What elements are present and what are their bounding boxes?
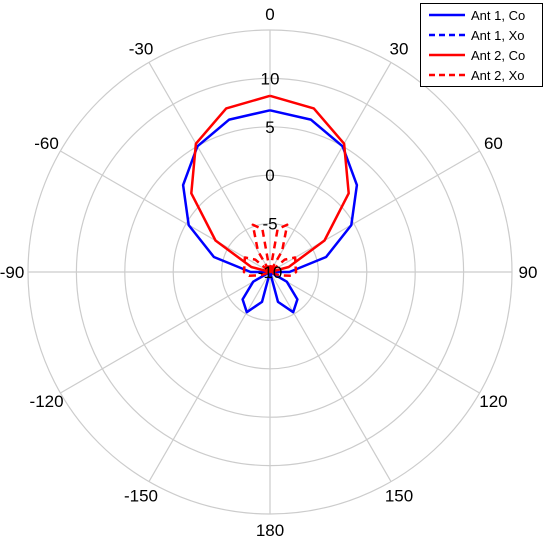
theta-tick-label: 60 xyxy=(484,134,503,153)
legend: Ant 1, Co Ant 1, Xo Ant 2, Co Ant 2, Xo xyxy=(420,3,543,87)
theta-tick-label: -150 xyxy=(124,486,158,505)
legend-swatch xyxy=(429,73,465,77)
r-tick-label: 10 xyxy=(261,69,280,88)
legend-entry: Ant 2, Xo xyxy=(427,66,524,84)
r-tick-label: 5 xyxy=(265,118,274,137)
theta-tick-label: -60 xyxy=(34,134,59,153)
grid-spoke xyxy=(60,271,271,394)
r-tick-label: -5 xyxy=(262,215,277,234)
legend-label: Ant 2, Co xyxy=(471,47,526,63)
theta-tick-label: -90 xyxy=(0,263,24,282)
r-tick-label: 0 xyxy=(265,166,274,185)
legend-entry: Ant 1, Co xyxy=(427,6,525,24)
theta-tick-label: 0 xyxy=(265,5,274,24)
tick-labels: 10 5 0 -5 -10 0 30 60 90 120 150 180 -150 -120 -90 -60 -… xyxy=(0,5,537,540)
legend-swatch xyxy=(429,13,465,17)
grid-spoke xyxy=(269,271,392,482)
polar-grid xyxy=(27,29,513,515)
grid-spoke xyxy=(269,271,480,394)
grid-spoke xyxy=(269,62,392,273)
grid-spoke xyxy=(269,150,480,273)
legend-entry: Ant 2, Co xyxy=(427,46,525,64)
legend-swatch xyxy=(429,33,465,37)
legend-label: Ant 1, Co xyxy=(471,7,526,23)
grid-spoke xyxy=(148,271,271,482)
theta-tick-label: 150 xyxy=(385,486,413,505)
series-line xyxy=(242,223,298,277)
series-layer xyxy=(181,94,359,314)
theta-tick-label: 180 xyxy=(256,521,284,540)
grid-spoke xyxy=(60,150,271,273)
legend-swatch xyxy=(429,53,465,57)
theta-tick-label: 90 xyxy=(519,263,538,282)
grid-spoke xyxy=(148,62,271,273)
theta-tick-label: 120 xyxy=(479,392,507,411)
theta-tick-label: -30 xyxy=(129,40,154,59)
legend-entry: Ant 1, Xo xyxy=(427,26,524,44)
theta-tick-label: -120 xyxy=(30,392,64,411)
r-tick-label: -10 xyxy=(258,263,283,282)
legend-label: Ant 2, Xo xyxy=(471,67,525,83)
theta-tick-label: 30 xyxy=(390,40,409,59)
legend-label: Ant 1, Xo xyxy=(471,27,525,43)
